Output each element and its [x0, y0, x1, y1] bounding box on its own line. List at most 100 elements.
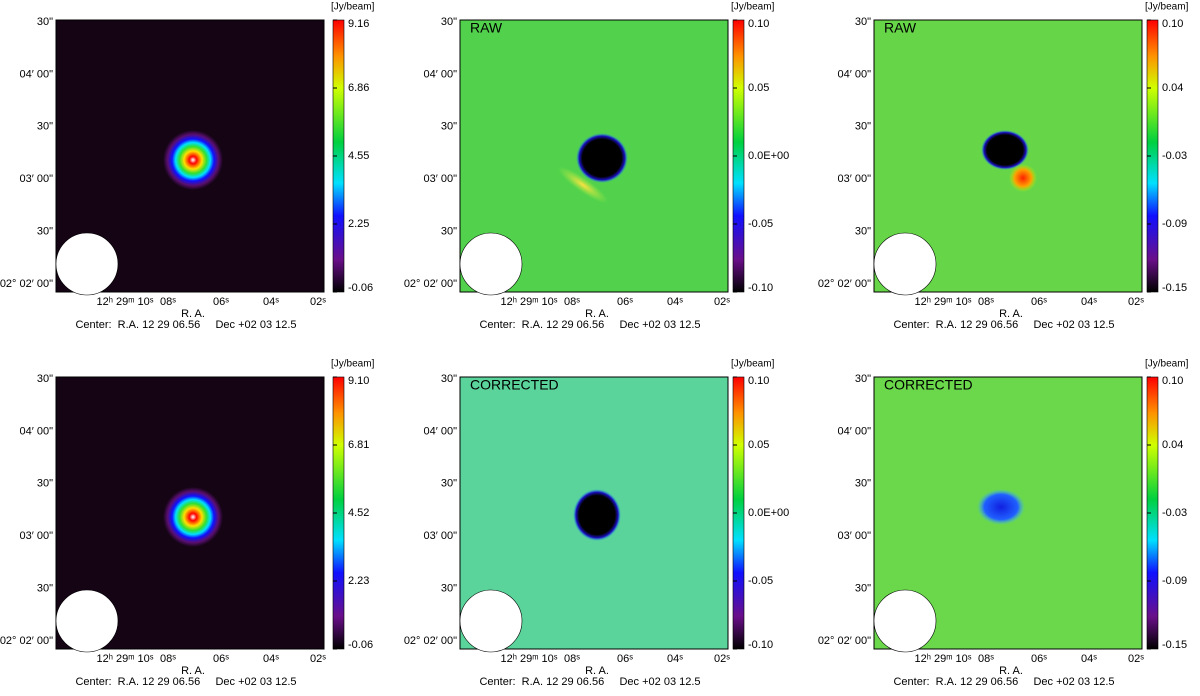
x-tick-label: 08ˢ	[564, 653, 580, 665]
center-note: Center: R.A. 12 29 06.56 Dec +02 03 12.5	[893, 676, 1114, 688]
x-tick-label: 08ˢ	[978, 653, 994, 665]
x-tick-label: 12ʰ 29ᵐ 10ˢ	[914, 296, 971, 308]
y-tick-label: 04′ 00"	[838, 425, 872, 437]
y-tick-label: 03′ 00"	[20, 530, 54, 542]
colorbar-tick-label: -0.10	[748, 639, 773, 651]
x-tick-label: 12ʰ 29ᵐ 10ˢ	[500, 653, 557, 665]
colorbar-tick-label: -0.09	[1162, 575, 1187, 587]
y-tick-label: 30"	[855, 121, 871, 133]
beam	[459, 232, 523, 296]
colorbar-tick-label: -0.06	[348, 282, 373, 294]
y-tick-label: 30"	[441, 121, 457, 133]
y-tick-label: 04′ 00"	[424, 68, 458, 80]
colorbar-unit: [Jy/beam]	[731, 2, 775, 13]
y-tick-label: 30"	[37, 583, 53, 595]
center-note: Center: R.A. 12 29 06.56 Dec +02 03 12.5	[479, 319, 700, 331]
x-tick-label: 08ˢ	[564, 296, 580, 308]
y-tick-label: 04′ 00"	[20, 425, 54, 437]
x-tick-label: 02ˢ	[714, 653, 730, 665]
x-tick-label: 08ˢ	[978, 296, 994, 308]
x-axis-label: R. A.	[181, 665, 205, 677]
source	[163, 487, 223, 547]
x-tick-label: 06ˢ	[617, 296, 633, 308]
y-tick-label: 02° 02′ 00"	[0, 635, 53, 647]
y-tick-label: 04′ 00"	[424, 425, 458, 437]
x-axis-label: R. A.	[585, 308, 609, 320]
y-tick-label: 30"	[855, 226, 871, 238]
colorbar-tick-label: -0.09	[1162, 218, 1187, 230]
x-tick-label: 04ˢ	[1081, 653, 1097, 665]
colorbar-tick-label: 6.86	[348, 82, 369, 94]
colorbar-tick-label: -0.03	[1162, 507, 1187, 519]
x-tick-label: 06ˢ	[1031, 653, 1047, 665]
y-tick-label: 02° 02′ 00"	[0, 278, 53, 290]
y-tick-label: 30"	[855, 16, 871, 28]
x-tick-label: 12ʰ 29ᵐ 10ˢ	[96, 296, 153, 308]
x-tick-label: 02ˢ	[714, 296, 730, 308]
colorbar-tick-label: -0.15	[1162, 282, 1187, 294]
beam	[459, 589, 523, 653]
source	[163, 130, 223, 190]
colorbar-unit: [Jy/beam]	[1145, 2, 1189, 13]
x-axis-label: R. A.	[585, 665, 609, 677]
y-tick-label: 30"	[37, 121, 53, 133]
y-tick-label: 02° 02′ 00"	[818, 635, 871, 647]
colorbar-unit: [Jy/beam]	[1145, 359, 1189, 370]
x-tick-label: 12ʰ 29ᵐ 10ˢ	[500, 296, 557, 308]
colorbar-unit: [Jy/beam]	[331, 359, 375, 370]
x-axis-label: R. A.	[999, 308, 1023, 320]
panel-label: RAW	[884, 20, 917, 36]
colorbar-tick-label: 9.16	[348, 18, 369, 30]
source	[576, 133, 628, 183]
colorbar-tick-label: 0.0E+00	[748, 150, 789, 162]
source	[981, 130, 1029, 170]
x-tick-label: 12ʰ 29ᵐ 10ˢ	[914, 653, 971, 665]
y-tick-label: 03′ 00"	[20, 173, 54, 185]
colorbar-tick-label: 0.10	[748, 375, 769, 387]
center-note: Center: R.A. 12 29 06.56 Dec +02 03 12.5	[75, 676, 296, 688]
y-tick-label: 30"	[37, 478, 53, 490]
y-tick-label: 30"	[37, 16, 53, 28]
colorbar-tick-label: 4.55	[348, 150, 369, 162]
y-tick-label: 04′ 00"	[838, 68, 872, 80]
colorbar-unit: [Jy/beam]	[331, 2, 375, 13]
panel-label: RAW	[470, 20, 503, 36]
y-tick-label: 30"	[441, 226, 457, 238]
beam	[55, 232, 119, 296]
colorbar-tick-label: 9.10	[348, 375, 369, 387]
x-tick-label: 02ˢ	[1128, 296, 1144, 308]
artifact	[1009, 164, 1037, 192]
x-tick-label: 08ˢ	[160, 653, 176, 665]
beam	[873, 589, 937, 653]
y-tick-label: 02° 02′ 00"	[404, 278, 457, 290]
x-tick-label: 06ˢ	[213, 296, 229, 308]
y-tick-label: 03′ 00"	[424, 173, 458, 185]
artifact	[558, 166, 608, 204]
y-tick-label: 03′ 00"	[838, 173, 872, 185]
colorbar-tick-label: -0.03	[1162, 150, 1187, 162]
colorbar-tick-label: -0.06	[348, 639, 373, 651]
center-note: Center: R.A. 12 29 06.56 Dec +02 03 12.5	[479, 676, 700, 688]
x-tick-label: 04ˢ	[263, 296, 279, 308]
y-tick-label: 30"	[855, 478, 871, 490]
y-tick-label: 30"	[441, 16, 457, 28]
x-tick-label: 04ˢ	[263, 653, 279, 665]
x-tick-label: 06ˢ	[617, 653, 633, 665]
x-tick-label: 02ˢ	[310, 296, 326, 308]
colorbar-tick-label: 0.04	[1162, 439, 1183, 451]
y-tick-label: 30"	[855, 373, 871, 385]
source	[573, 489, 621, 541]
x-axis-label: R. A.	[181, 308, 205, 320]
beam	[873, 232, 937, 296]
panel-label: CORRECTED	[470, 377, 559, 393]
x-axis-label: R. A.	[999, 665, 1023, 677]
x-tick-label: 04ˢ	[1081, 296, 1097, 308]
y-tick-label: 30"	[441, 583, 457, 595]
colorbar-tick-label: 2.23	[348, 575, 369, 587]
panel-label: CORRECTED	[884, 377, 973, 393]
colorbar-tick-label: -0.10	[748, 282, 773, 294]
y-tick-label: 03′ 00"	[424, 530, 458, 542]
y-tick-label: 30"	[855, 583, 871, 595]
y-tick-label: 02° 02′ 00"	[404, 635, 457, 647]
